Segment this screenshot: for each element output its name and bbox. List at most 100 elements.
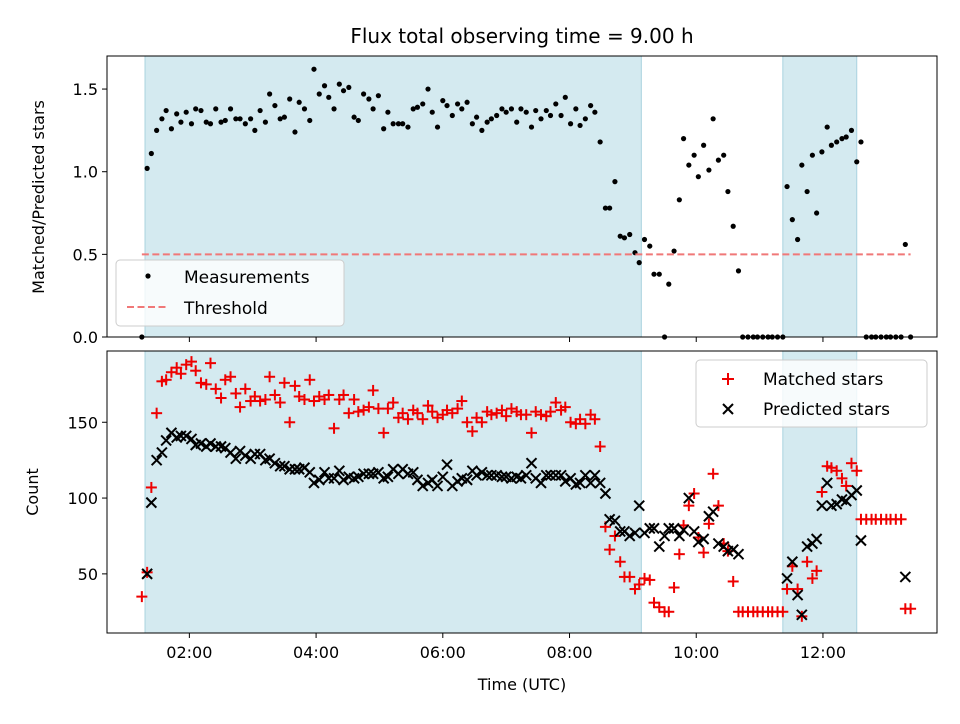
predicted-point [431,480,444,492]
matched-point [204,357,216,369]
legend-measurements-marker [145,273,151,279]
matched-point [210,383,222,395]
measurement-point [277,116,283,122]
measurement-point [553,101,559,107]
measurement-point [174,111,180,117]
measurement-point [326,94,332,100]
measurement-point [168,126,175,132]
predicted-point [160,434,172,447]
matched-point [200,378,212,390]
measurement-point [267,91,273,97]
measurement-point [819,149,825,155]
measurement-point [473,114,480,120]
measurement-point [351,114,357,120]
y-tick-label: 100 [67,489,98,508]
measurement-point [854,159,860,165]
measurement-point [444,102,450,109]
matched-point [594,441,606,453]
matched-point [604,544,616,556]
predicted-point [437,471,449,483]
measurement-point [680,136,687,142]
matched-point [397,407,409,419]
chart-title: Flux total observing time = 9.00 h [350,24,693,48]
predicted-point [683,492,695,504]
matched-point [707,468,719,480]
predicted-point [269,457,281,469]
measurement-point [331,106,337,112]
matched-point [274,397,286,409]
predicted-point [352,471,365,483]
measurement-point [824,124,830,130]
predicted-point [786,556,799,568]
matched-point [422,400,434,412]
matched-point [500,410,512,422]
measurement-point [706,167,712,173]
measurement-point [400,121,406,127]
matched-point [801,556,813,568]
matched-point [712,500,724,512]
matched-point [338,389,350,401]
measurement-point [410,106,416,112]
predicted-point [141,568,153,580]
matched-point [259,394,271,406]
matched-point [304,374,316,386]
predicted-point [810,533,823,545]
legend-predicted-label: Predicted stars [763,400,890,420]
predicted-point [515,472,527,485]
matched-point [136,591,148,603]
predicted-point [633,499,645,512]
measurement-point [533,107,539,114]
predicted-point [673,530,686,542]
measurement-point [676,197,682,203]
predicted-point [697,533,710,545]
measurement-point [464,99,470,105]
predicted-point [204,437,217,450]
predicted-point [407,466,419,478]
measurement-point [735,268,742,274]
x-tick-label: 06:00 [420,643,466,662]
measurement-point [434,124,441,130]
matched-point [895,513,907,525]
y-tick-label: 1.5 [73,80,98,99]
predicted-point [781,572,793,585]
matched-point [727,575,739,587]
matched-point [348,394,360,406]
measurement-point [730,223,736,229]
matched-point [683,500,695,512]
predicted-point [732,548,745,560]
measurement-point [479,127,485,133]
matched-point [175,368,187,380]
measurement-point [641,236,648,243]
matched-point [298,394,310,406]
measurement-point [582,116,588,122]
measurement-point [159,116,165,122]
measurement-point [523,109,529,115]
predicted-point [712,537,725,550]
measurement-point [262,119,268,125]
measurement-point [528,124,535,130]
matched-point [289,380,301,392]
measurement-point [420,101,426,107]
measurement-point [843,134,849,140]
matched-point [673,548,685,560]
x-tick-label: 02:00 [166,643,212,662]
legend-top-box [115,259,345,327]
predicted-point [150,454,163,466]
predicted-point [653,540,665,553]
measurement-point [227,106,234,112]
measurement-point [163,107,169,114]
predicted-point [382,471,394,483]
measurement-point [588,102,594,109]
matched-point [171,362,183,374]
measurement-point [617,233,623,239]
predicted-point [692,536,705,548]
matched-point [777,606,789,618]
measurement-point [828,142,835,148]
legend-matched-marker [722,373,734,385]
predicted-point [337,474,350,486]
measurement-point [375,93,381,99]
predicted-point [145,496,158,509]
predicted-point [624,530,636,542]
matched-point [382,403,394,415]
y-tick-label: 50 [78,565,98,584]
